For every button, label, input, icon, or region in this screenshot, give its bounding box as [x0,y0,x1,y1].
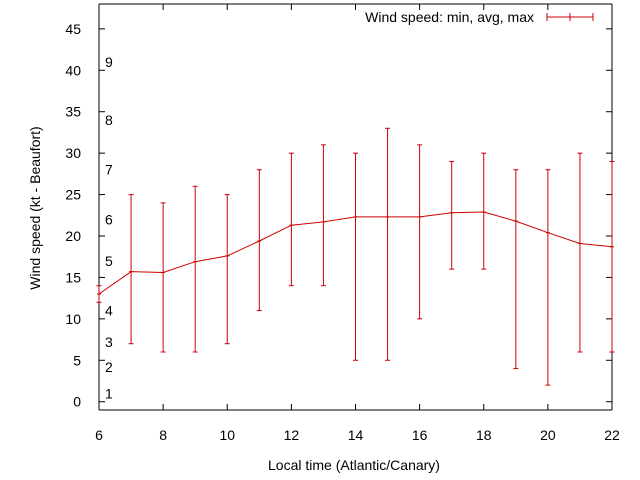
beaufort-label: 4 [105,303,113,319]
x-tick-label: 20 [540,427,556,443]
y-tick-label: 40 [65,62,81,78]
x-axis-label: Local time (Atlantic/Canary) [268,457,440,473]
y-tick-label: 35 [65,104,81,120]
y-axis-label: Wind speed (kt - Beaufort) [27,126,43,289]
y-tick-label: 0 [73,394,81,410]
beaufort-label: 7 [105,162,113,178]
x-tick-label: 14 [348,427,364,443]
y-tick-label: 15 [65,269,81,285]
x-tick-label: 10 [219,427,235,443]
y-tick-label: 5 [73,352,81,368]
y-tick-label: 30 [65,145,81,161]
legend-entry-text: Wind speed: min, avg, max [365,9,534,25]
x-tick-label: 18 [476,427,492,443]
x-tick-label: 6 [95,427,103,443]
y-tick-label: 25 [65,187,81,203]
x-tick-label: 22 [604,427,620,443]
y-tick-label: 45 [65,21,81,37]
x-tick-label: 8 [159,427,167,443]
series-layer [96,127,615,386]
x-tick-label: 16 [412,427,428,443]
x-tick-label: 12 [284,427,300,443]
beaufort-label: 1 [105,385,113,401]
y-tick-label: 20 [65,228,81,244]
beaufort-label: 8 [105,112,113,128]
beaufort-label: 9 [105,54,113,70]
beaufort-label: 5 [105,253,113,269]
beaufort-label: 3 [105,334,113,350]
x-axis-ticks: 6 8 10 12 14 16 18 20 22 [95,4,620,443]
y-tick-label: 10 [65,311,81,327]
beaufort-label: 6 [105,211,113,227]
beaufort-label: 2 [105,359,113,375]
legend: Wind speed: min, avg, max [365,9,594,25]
beaufort-scale-labels: 1 2 3 4 5 6 7 8 9 [105,54,113,401]
